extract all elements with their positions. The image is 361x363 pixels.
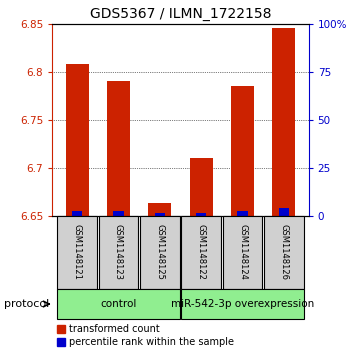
Legend: transformed count, percentile rank within the sample: transformed count, percentile rank withi… (57, 324, 234, 347)
Bar (66, 64, 88, 216)
Bar (57, 216, 97, 289)
Bar (264, 216, 304, 289)
Bar (279, 208, 289, 216)
Title: GDS5367 / ILMN_1722158: GDS5367 / ILMN_1722158 (90, 7, 271, 21)
Text: miR-542-3p overexpression: miR-542-3p overexpression (171, 299, 314, 309)
Text: GSM1148125: GSM1148125 (155, 224, 164, 280)
Bar (181, 289, 304, 319)
Bar (231, 86, 254, 216)
Bar (237, 211, 248, 216)
Bar (273, 28, 295, 216)
Bar (140, 216, 180, 289)
Bar (107, 81, 130, 216)
Text: control: control (100, 299, 137, 309)
Text: GSM1148121: GSM1148121 (73, 224, 82, 280)
Text: GSM1148123: GSM1148123 (114, 224, 123, 280)
Text: GSM1148122: GSM1148122 (197, 224, 206, 280)
Bar (99, 216, 138, 289)
Bar (113, 211, 124, 216)
Text: GSM1148124: GSM1148124 (238, 224, 247, 280)
Bar (155, 213, 165, 216)
Bar (72, 211, 82, 216)
Bar (223, 216, 262, 289)
Bar (181, 216, 221, 289)
Text: protocol: protocol (4, 299, 49, 309)
Bar (190, 158, 213, 216)
Bar (57, 289, 180, 319)
Text: GSM1148126: GSM1148126 (279, 224, 288, 280)
Bar (196, 213, 206, 216)
Bar (148, 203, 171, 216)
